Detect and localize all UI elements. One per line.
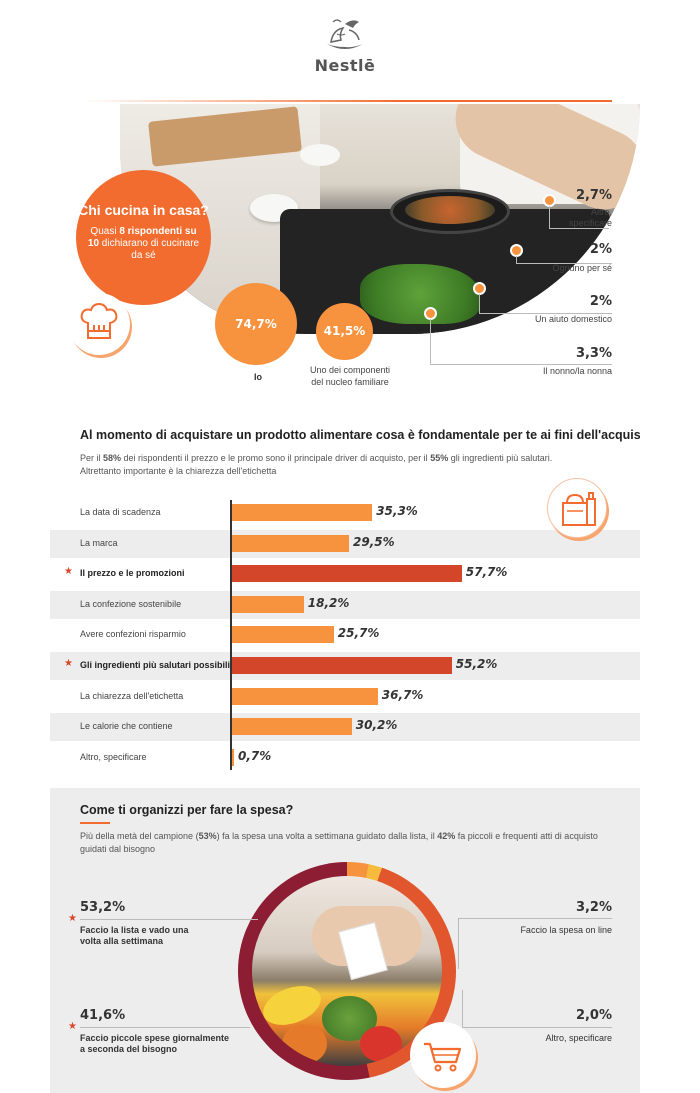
bar-label: Le calorie che contiene <box>80 721 173 732</box>
title-underline <box>80 822 110 824</box>
daily-shopping-value: 41,6% <box>80 1008 126 1023</box>
bar-value-label: 35,3% <box>376 504 418 518</box>
bar <box>231 534 349 552</box>
bar-row: La chiarezza dell'etichetta 36,7% <box>50 683 640 711</box>
bar-value-label: 29,5% <box>353 534 395 549</box>
connector-line <box>458 918 612 919</box>
who-cooks-title: Chi cucina in casa? <box>78 202 209 218</box>
shopping-donut-chart <box>238 862 456 1080</box>
bar-label: La data di scadenza <box>80 507 161 517</box>
bar-value-label: 18,2% <box>307 595 350 610</box>
right-item-label: Un aiuto domestico <box>534 314 612 324</box>
chef-hat-badge <box>68 293 130 355</box>
bar-value-label: 0,7% <box>238 748 272 763</box>
bar-label: Avere confezioni risparmio <box>80 629 186 640</box>
bar <box>231 504 373 521</box>
infographic-page: Nestlē Chi cucina in casa? Quasi 8 rispo… <box>50 0 640 1093</box>
connector-line <box>462 1027 612 1028</box>
bar <box>231 565 462 583</box>
bar-label: Il prezzo e le promozioni <box>80 568 185 579</box>
bar-row: La data di scadenza 35,3% <box>50 499 640 527</box>
right-item-value: 3,3% <box>575 346 612 361</box>
other-shopping-value: 2,0% <box>575 1008 612 1023</box>
who-cooks-bubble: Chi cucina in casa? Quasi 8 rispondenti … <box>76 170 211 305</box>
connector-line <box>549 228 609 229</box>
highlight-star-icon: ★ <box>64 658 73 669</box>
connector-line <box>430 364 612 365</box>
connector-line <box>516 256 517 264</box>
purchase-drivers-title: Al momento di acquistare un prodotto ali… <box>80 428 640 442</box>
family-member-percentage-circle: 41,5% <box>316 303 373 360</box>
bar-chart-axis <box>230 500 232 770</box>
shopping-organization-description: Più della metà del campione (53%) fa la … <box>80 831 598 854</box>
nest-birds-icon <box>327 19 363 49</box>
shopping-cart-badge <box>410 1022 476 1088</box>
grocery-bag-icon <box>562 492 596 526</box>
connector-line <box>80 919 258 920</box>
connector-line <box>458 918 459 969</box>
grocery-bag-badge <box>547 478 607 538</box>
shopping-organization-title: Come ti organizzi per fare la spesa? <box>80 803 294 817</box>
connector-line <box>479 313 612 314</box>
bar-row: ★ Gli ingredienti più salutari possibili 5… <box>50 652 640 680</box>
right-item-label: Il nonno/la nonna <box>542 366 612 376</box>
other-shopping-label: Altro, specificare <box>545 1033 612 1043</box>
bar-value-label: 36,7% <box>381 687 424 702</box>
shopping-cart-icon <box>424 1042 462 1072</box>
bar <box>231 626 334 644</box>
bar-value-label: 30,2% <box>355 718 398 733</box>
io-label: Io <box>254 372 262 382</box>
right-item-value: 2% <box>589 294 612 309</box>
bar-label: La confezione sostenibile <box>80 598 182 609</box>
highlight-star-icon: ★ <box>68 913 77 924</box>
bar-value-label: 25,7% <box>337 626 380 641</box>
bar <box>231 748 234 766</box>
online-shopping-value: 3,2% <box>575 900 612 915</box>
daily-shopping-label: Faccio piccole spese giornalmente a seco… <box>80 1033 230 1054</box>
nestle-logo: Nestlē <box>305 14 385 75</box>
weekly-list-value: 53,2% <box>80 900 126 915</box>
bar <box>231 595 304 613</box>
bar-row: Avere confezioni risparmio 25,7% <box>50 621 640 649</box>
connector-line <box>516 263 612 264</box>
right-item-value: 2,7% <box>575 188 612 203</box>
right-item-label: Ognuno per sé <box>552 263 612 273</box>
shopping-cart-photo <box>252 876 442 1066</box>
weekly-list-label: Faccio la lista e vado una volta alla se… <box>80 925 189 946</box>
io-percentage-circle: 74,7% <box>215 283 297 365</box>
bar <box>231 657 452 674</box>
connector-line <box>430 319 431 365</box>
right-item-value: 2% <box>589 242 612 257</box>
bar-value-label: 55,2% <box>455 657 498 671</box>
bar-label: Gli ingredienti più salutari possibili <box>80 660 231 670</box>
bar-label: La chiarezza dell'etichetta <box>80 690 184 701</box>
connector-line <box>80 1027 250 1028</box>
bar-value-label: 57,7% <box>465 565 508 580</box>
family-member-label: Uno dei componenti del nucleo familiare <box>309 365 391 387</box>
bar <box>231 718 352 736</box>
bar-label: La marca <box>80 537 118 548</box>
who-cooks-subtitle: Quasi 8 rispondenti su 10 dichiarano di … <box>87 226 200 261</box>
highlight-star-icon: ★ <box>68 1021 77 1032</box>
connector-line <box>462 990 463 1028</box>
bar <box>231 687 378 705</box>
right-item-label: Altro, specificare <box>568 207 612 228</box>
orange-divider-line <box>82 100 612 102</box>
bar-label: Altro, specificare <box>80 751 147 762</box>
connector-line <box>549 206 550 228</box>
bar-row: Altro, specificare 0,7% <box>50 744 640 772</box>
section-who-cooks: Nestlē Chi cucina in casa? Quasi 8 rispo… <box>50 0 640 410</box>
bar-row: Le calorie che contiene 30,2% <box>50 713 640 742</box>
bar-row: La confezione sostenibile 18,2% <box>50 590 640 619</box>
purchase-drivers-description: Per il 58% dei rispondenti il prezzo e l… <box>80 453 553 476</box>
highlight-star-icon: ★ <box>64 566 73 578</box>
nestle-wordmark: Nestlē <box>314 56 376 75</box>
connector-line <box>479 294 480 314</box>
bar-row: ★ Il prezzo e le promozioni 57,7% <box>50 560 640 588</box>
online-shopping-label: Faccio la spesa on line <box>520 925 612 935</box>
chef-hat-icon <box>80 302 118 339</box>
bar-row: La marca 29,5% <box>50 529 640 558</box>
